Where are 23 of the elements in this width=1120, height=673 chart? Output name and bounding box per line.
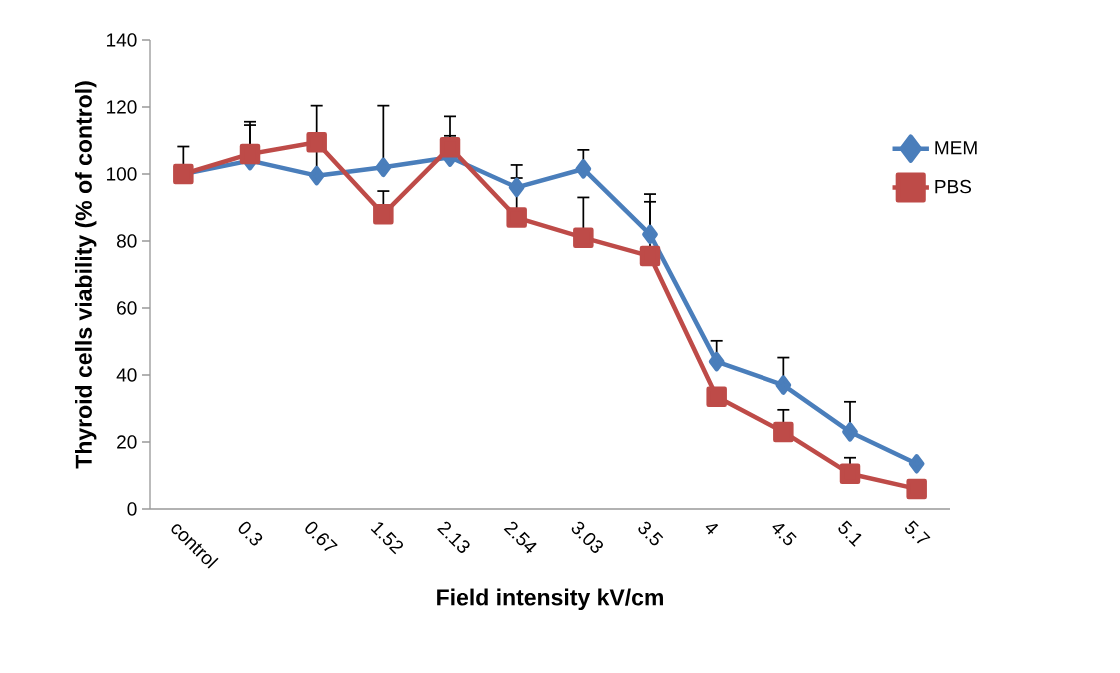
legend-label: PBS <box>935 179 972 194</box>
x-tick-label: 0.67 <box>305 521 338 552</box>
x-axis-title: Field intensity kV/cm <box>437 588 663 611</box>
x-tick-label: 3.03 <box>571 521 603 553</box>
y-axis-title: Thyroid cells viability (% of control) <box>75 81 97 469</box>
y-tick-label: 80 <box>117 234 137 248</box>
y-tick-label: 140 <box>107 33 137 47</box>
x-tick-label: 2.13 <box>437 521 470 553</box>
x-tick-label: 1.52 <box>370 522 404 555</box>
x-tick-label: 3.5 <box>638 521 664 546</box>
x-tick-label: 0.3 <box>238 521 263 546</box>
x-tick-label: 4.5 <box>772 523 797 546</box>
x-tick-label: 5.1 <box>838 520 862 547</box>
y-tick-label: 0 <box>127 502 137 516</box>
y-tick-label: 40 <box>116 368 137 382</box>
y-tick-label: 120 <box>107 100 137 114</box>
legend-label: MEM <box>935 141 977 155</box>
x-tick-label: 2.54 <box>503 521 537 554</box>
y-tick-label: 100 <box>107 167 137 181</box>
y-tick-label: 20 <box>117 435 137 449</box>
x-tick-label: 5.7 <box>905 520 931 544</box>
y-tick-label: 60 <box>117 301 137 315</box>
x-tick-label: 4 <box>705 523 719 535</box>
